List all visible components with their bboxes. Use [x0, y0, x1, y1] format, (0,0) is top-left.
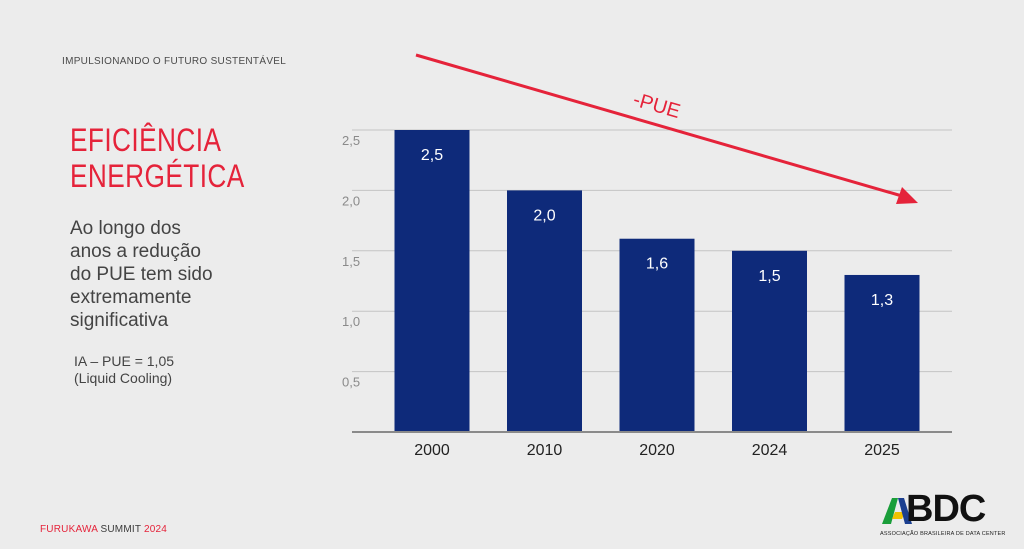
bar-value-label: 2,5 [421, 147, 443, 164]
x-category-label: 2024 [752, 442, 788, 459]
description-line: significativa [70, 310, 169, 331]
pue-note-line-2: (Liquid Cooling) [74, 370, 173, 386]
page-title: EFICIÊNCIA ENERGÉTICA [70, 122, 245, 194]
bar [732, 250, 807, 432]
title-line-2: ENERGÉTICA [70, 158, 245, 194]
trend-arrowhead-icon [896, 187, 918, 204]
y-tick-label: 2,0 [342, 193, 360, 208]
description: Ao longo dos anos a redução do PUE tem s… [70, 217, 270, 332]
y-tick-label: 1,0 [342, 314, 360, 329]
bar-value-label: 2,0 [533, 207, 555, 224]
event-year: 2024 [140, 524, 168, 535]
pue-note-line-1: IA – PUE = 1,05 [74, 353, 175, 369]
title-line-1: EFICIÊNCIA [70, 122, 222, 158]
logo-wordmark: BDC [906, 488, 986, 530]
bar [619, 238, 695, 432]
bar-value-label: 1,3 [871, 292, 893, 309]
logo-yellow-stroke [892, 512, 905, 519]
x-category-label: 2010 [527, 442, 563, 459]
logo-subtitle: ASSOCIAÇÃO BRASILEIRA DE DATA CENTER [880, 531, 1006, 537]
description-line: extremamente [70, 287, 192, 308]
description-line: Ao longo dos [70, 218, 181, 239]
y-tick-label: 0,5 [342, 375, 360, 390]
event-footer: FURUKAWA SUMMIT 2024 [40, 524, 167, 535]
header-tagline: IMPULSIONANDO O FUTURO SUSTENTÁVEL [62, 56, 287, 67]
event-name: SUMMIT [100, 524, 141, 535]
bar [507, 190, 582, 432]
event-prefix: FURUKAWA [40, 524, 101, 535]
logo-green-stroke [882, 498, 898, 524]
x-category-label: 2025 [864, 442, 900, 459]
bar-value-label: 1,6 [646, 256, 668, 273]
bar [394, 130, 470, 432]
description-line: anos a redução [70, 241, 201, 262]
description-line: do PUE tem sido [70, 264, 213, 285]
y-tick-label: 1,5 [342, 254, 360, 269]
logo-blue-stroke [898, 498, 912, 524]
bar-value-label: 1,5 [758, 268, 780, 285]
x-category-label: 2000 [414, 442, 450, 459]
abdc-logo-mark [882, 498, 912, 524]
pue-note: IA – PUE = 1,05 (Liquid Cooling) [74, 353, 174, 387]
bar [844, 274, 920, 432]
y-tick-label: 2,5 [342, 133, 360, 148]
x-category-label: 2020 [639, 442, 675, 459]
trend-arrow-line [415, 53, 903, 198]
trend-annotation-label: -PUE [631, 89, 683, 123]
